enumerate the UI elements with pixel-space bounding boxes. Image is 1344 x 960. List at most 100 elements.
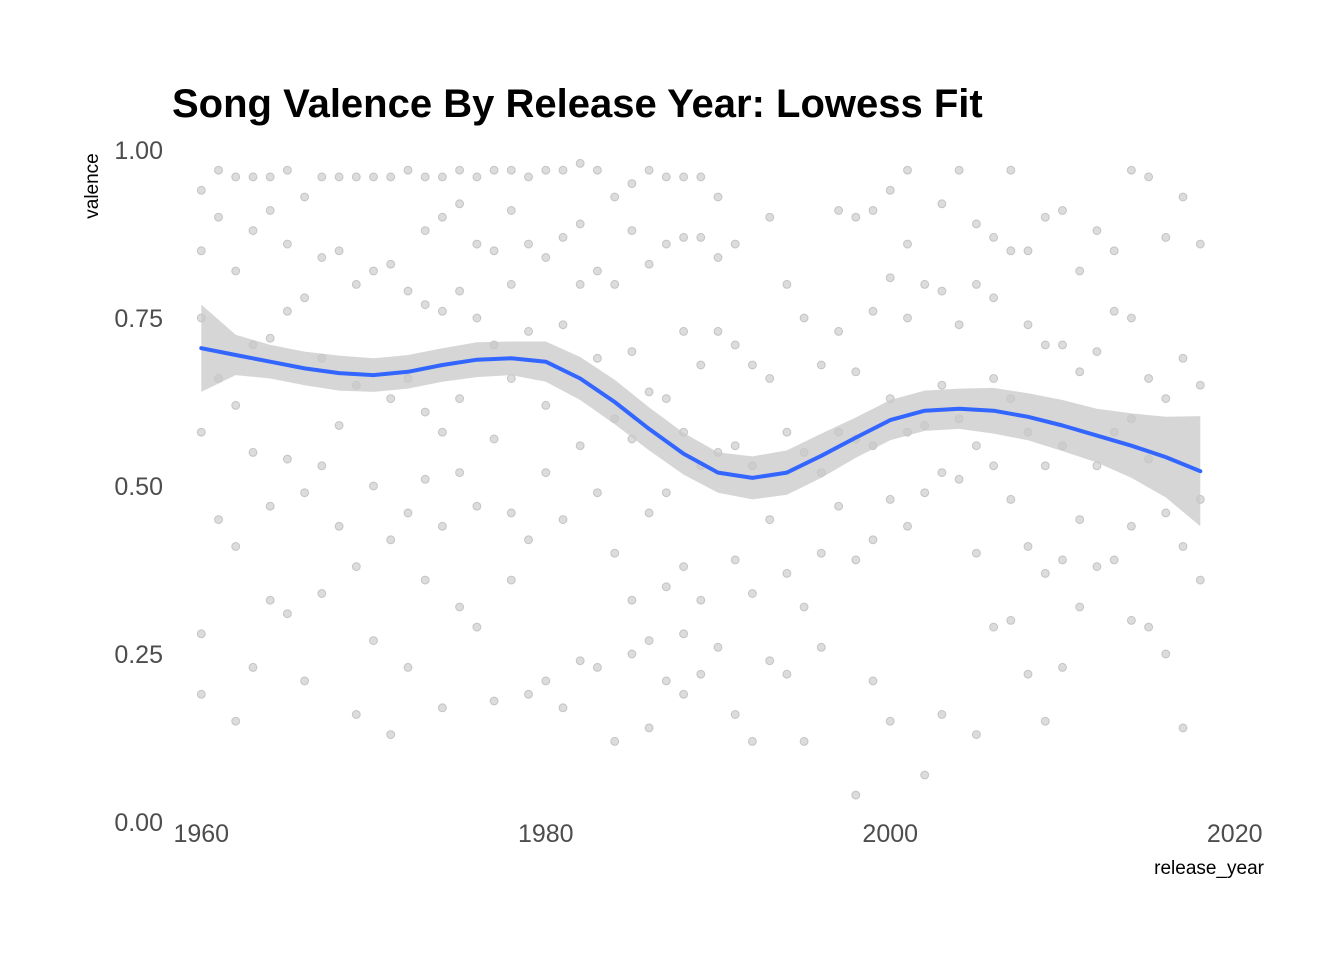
data-point: [575, 656, 585, 666]
data-point: [782, 568, 792, 578]
data-point: [627, 179, 637, 189]
data-point: [386, 535, 396, 545]
data-point: [816, 642, 826, 652]
data-point: [971, 441, 981, 451]
data-point: [1126, 313, 1136, 323]
data-point: [834, 501, 844, 511]
data-point: [455, 199, 465, 209]
data-point: [524, 239, 533, 249]
data-point: [885, 273, 895, 283]
data-point: [282, 239, 292, 249]
data-point: [541, 676, 551, 686]
data-point: [730, 441, 740, 451]
x-tick-label: 1960: [173, 820, 229, 848]
data-point: [300, 488, 310, 498]
data-point: [1161, 232, 1171, 242]
data-point: [369, 266, 378, 276]
data-point: [1195, 380, 1205, 390]
data-point: [472, 239, 482, 249]
data-point: [489, 165, 499, 175]
data-point: [420, 407, 430, 417]
data-point: [1126, 521, 1136, 531]
data-point: [851, 212, 861, 222]
data-point: [799, 313, 809, 323]
data-point: [231, 172, 241, 182]
data-point: [1178, 723, 1188, 733]
data-point: [472, 313, 482, 323]
data-point: [300, 192, 310, 202]
data-point: [1144, 374, 1154, 383]
data-point: [317, 589, 327, 598]
data-point: [989, 461, 999, 471]
confidence-ribbon: [201, 304, 1201, 527]
data-point: [265, 595, 275, 605]
data-point: [644, 259, 654, 269]
data-point: [1058, 206, 1067, 215]
data-point: [506, 374, 516, 383]
data-point: [903, 239, 912, 249]
data-point: [1058, 662, 1067, 672]
data-point: [506, 279, 516, 289]
data-point: [386, 259, 396, 269]
x-tick-label: 2000: [862, 820, 918, 848]
data-point: [403, 662, 413, 672]
data-point: [937, 468, 947, 478]
data-point: [403, 165, 413, 175]
y-tick-label: 1.00: [114, 137, 163, 165]
data-point: [799, 602, 809, 612]
data-point: [1109, 306, 1119, 316]
data-point: [1195, 575, 1205, 585]
data-point: [679, 326, 689, 336]
data-point: [437, 521, 447, 531]
data-point: [661, 239, 671, 249]
data-point: [696, 360, 706, 370]
data-point: [489, 434, 499, 444]
data-point: [1006, 165, 1016, 175]
y-axis-tick-labels: 0.00 0.25 0.50 0.75 1.00: [114, 137, 163, 837]
data-point: [214, 212, 223, 222]
data-point: [954, 320, 964, 330]
data-point: [661, 582, 671, 592]
data-point: [1092, 226, 1102, 236]
data-point: [868, 206, 878, 215]
data-point: [524, 326, 533, 336]
data-point: [851, 555, 861, 565]
data-point: [937, 380, 947, 390]
data-point: [627, 649, 637, 659]
data-point: [558, 703, 568, 713]
data-point: [196, 629, 206, 639]
data-point: [541, 253, 551, 262]
data-point: [455, 286, 465, 296]
data-point: [661, 676, 671, 686]
data-point: [610, 548, 620, 558]
data-point: [248, 662, 258, 672]
data-point: [730, 710, 740, 719]
data-point: [317, 461, 327, 471]
data-point: [386, 394, 396, 404]
data-point: [196, 427, 206, 437]
data-point: [369, 481, 378, 491]
y-tick-label: 0.75: [114, 305, 163, 333]
data-point: [679, 562, 689, 572]
data-point: [1109, 246, 1119, 256]
data-point: [351, 562, 361, 572]
x-axis-tick-labels: 1960 1980 2000 2020: [173, 820, 1262, 848]
data-point: [627, 226, 637, 236]
data-point: [989, 374, 999, 383]
data-point: [541, 468, 551, 478]
data-point: [455, 468, 465, 478]
data-point: [954, 165, 964, 175]
data-point: [782, 669, 792, 679]
data-point: [1075, 515, 1085, 525]
data-point: [351, 172, 361, 182]
data-point: [282, 165, 292, 175]
data-point: [834, 206, 844, 215]
data-point: [765, 515, 775, 525]
data-point: [644, 387, 654, 397]
data-point: [592, 165, 602, 175]
data-point: [989, 293, 999, 303]
data-point: [610, 279, 620, 289]
data-point: [1040, 212, 1050, 222]
data-point: [696, 232, 706, 242]
data-point: [989, 622, 999, 632]
